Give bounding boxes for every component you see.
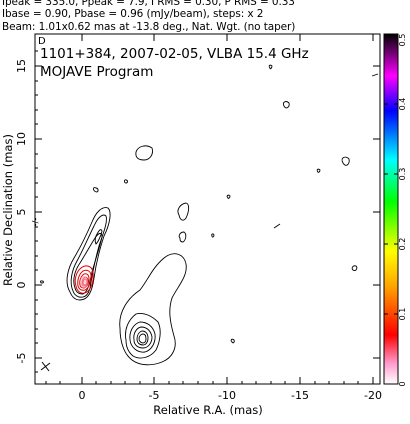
colorbar-tick-3: 0.3 [398,168,407,181]
colorbar-tick-4: 0.4 [398,98,407,111]
colorbar-tick-1: 0.1 [398,308,407,321]
panel-corner-letter: D [38,36,46,47]
contour-map [40,64,379,366]
colorbar [383,33,399,385]
x-axis-ticks [45,34,374,384]
x-axis-label: Relative R.A. (mas) [153,403,262,417]
core-emission [80,276,88,288]
y-axis-label: Relative Declination (mas) [1,134,15,286]
y-stub-label: -/- [31,218,40,227]
colorbar-tick-5: 0.5 [398,34,407,47]
x-tick-3: -15 [291,389,309,402]
x-tick-1: -5 [149,389,160,402]
y-tick-0: 15 [15,59,28,73]
plot-frame [34,33,381,385]
beam-symbol [40,361,51,372]
colorbar-tick-2: 0.2 [398,238,407,251]
x-tick-4: -20 [364,389,382,402]
header-line-1: Ipeak = 335.0, Ppeak = 7.9, I RMS = 0.30… [2,0,295,8]
header-line-3: Beam: 1.01x0.62 mas at -13.8 deg., Nat. … [2,21,296,33]
x-tick-0: 0 [79,389,86,402]
panel-title: 1101+384, 2007-02-05, VLBA 15.4 GHz [40,46,309,62]
x-tick-2: -10 [218,389,236,402]
panel-subtitle: MOJAVE Program [40,64,153,80]
header-line-2: Ibase = 0.90, Pbase = 0.96 (mJy/beam), s… [2,8,264,20]
y-tick-4: -5 [15,353,28,364]
colorbar-tick-0: 0 [398,381,407,386]
y-tick-1: 10 [15,132,28,146]
y-tick-3: 0 [15,282,28,289]
y-tick-2: 5 [15,209,28,216]
y-axis-ticks [35,50,380,373]
